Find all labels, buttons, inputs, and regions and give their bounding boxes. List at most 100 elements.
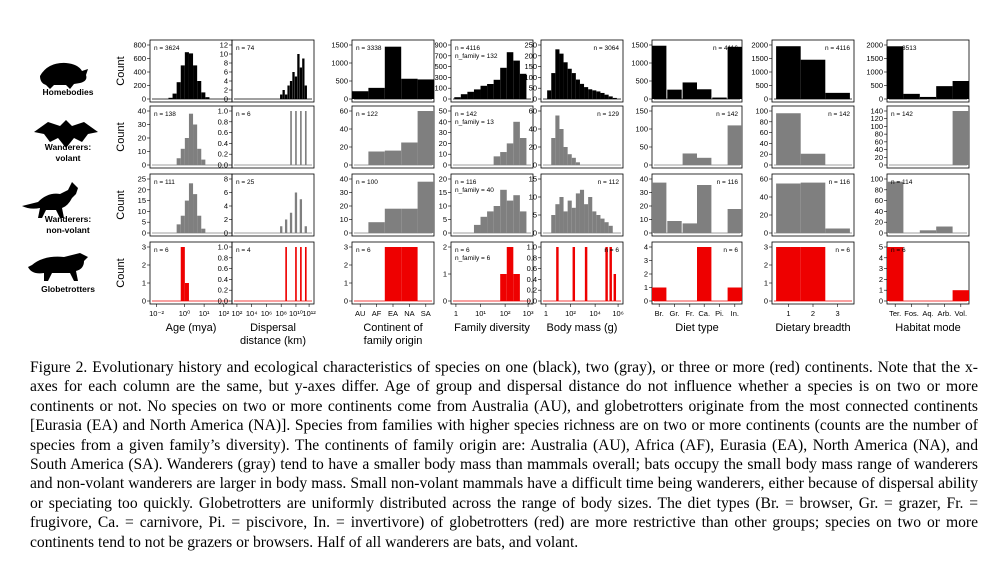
y-tick-label: 50 [439,107,447,116]
histogram-bar [519,138,527,165]
y-tick-label: 100 [635,125,648,134]
histogram-bar [903,93,920,99]
histogram-bar [417,181,434,233]
histogram-bar [547,90,552,99]
dispersal-axis-label: distance (km) [240,335,306,347]
histogram-bar [584,247,588,301]
y-tick-label: 2 [224,215,228,224]
histogram-bar [201,159,206,165]
continent-tick-label: EA [388,309,398,318]
histogram-bar [180,65,185,99]
y-tick-label: 60 [340,107,348,116]
histogram-bar [401,142,418,165]
histogram-bar [294,192,298,233]
homebodies-label: Homebodies [42,87,93,97]
sample-size-label: n = 116 [455,179,477,186]
y-tick-label: 40 [529,125,537,134]
y-tick-label: 400 [133,68,146,77]
y-tick-label: 20 [439,139,447,148]
habitat-mode-tick-label: Aq. [922,309,933,318]
y-tick-label: 0 [443,229,447,238]
histogram-bar [282,90,285,99]
y-tick-label: 60 [875,196,883,205]
histogram-bar [287,85,290,99]
y-tick-label: 1000 [331,59,348,68]
histogram-bar [201,92,206,99]
histogram-bar [384,150,402,165]
histogram-bar [919,96,937,99]
histogram-bar [193,194,198,233]
y-tick-label: 1 [142,279,146,288]
globetrotters-silhouette-icon [28,253,88,281]
y-tick-label: 100 [870,175,883,184]
histogram-bar [506,247,514,301]
histogram-bar [952,290,969,301]
histogram-bar [473,89,481,99]
histogram-bar [460,94,468,99]
histogram-bar [292,72,295,99]
y-tick-label: 1 [764,279,768,288]
y-tick-label: 0 [344,95,348,104]
y-tick-label: 0 [879,95,883,104]
histogram-bar [800,59,826,99]
y-tick-label: 15 [138,196,146,205]
wanderers-volant-silhouette-icon [34,120,98,148]
sample-size-label: n = 3064 [594,45,620,52]
y-tick-label: 20 [760,211,768,220]
count-axis-label: Count [115,190,127,219]
histogram-bar [454,97,461,99]
y-tick-label: 20 [760,150,768,159]
histogram-bar [612,97,617,99]
y-tick-label: 50 [640,143,648,152]
histogram-bar [575,79,580,99]
sample-size-label: n = 100 [356,179,378,186]
y-tick-label: 20 [640,202,648,211]
y-tick-label: 100 [755,107,768,116]
y-tick-label: 0 [224,95,228,104]
family-diversity-tick-label: 10² [500,309,511,318]
histogram-bar [575,162,580,165]
diet-type-tick-label: In. [731,309,739,318]
histogram-bar [304,247,307,301]
histogram-bar [551,138,556,165]
family-diversity-tick-label: 10³ [523,309,534,318]
family-diversity-tick-label: 1 [454,309,458,318]
histogram-bar [563,62,568,99]
histogram-bar [800,182,826,233]
histogram-bar [289,212,293,233]
histogram-bar [825,228,850,233]
y-tick-label: 0 [443,95,447,104]
y-tick-label: 140 [870,107,883,116]
histogram-bar [584,87,589,99]
y-tick-label: 8 [224,59,228,68]
y-tick-label: 900 [434,41,447,50]
y-tick-label: 60 [760,128,768,137]
histogram-bar [493,206,501,233]
diet-type-tick-label: Ca. [698,309,710,318]
histogram-bar [571,207,576,233]
histogram-bar [800,153,826,165]
wanderers-volant-label: Wanderers: [45,142,92,152]
y-tick-label: 20 [875,218,883,227]
histogram-bar [936,226,953,233]
y-tick-label: 500 [755,81,768,90]
histogram-bar [551,215,556,233]
y-tick-label: 0 [644,161,648,170]
y-tick-label: 10 [340,215,348,224]
count-axis-label: Count [115,56,127,85]
histogram-bar [480,85,488,99]
sample-size-label: n = 74 [236,45,255,52]
histogram-bar [600,218,605,233]
histogram-bar [487,211,494,233]
panel-frame [771,105,855,169]
caption-text: Evolutionary history and ecological char… [30,359,978,551]
habitat-mode-tick-label: Fos. [904,309,919,318]
histogram-bar [493,156,501,165]
y-tick-label: 500 [870,81,883,90]
family-count-label: n_family = 13 [455,119,494,126]
histogram-bar [776,183,801,233]
histogram-bar [697,89,712,99]
y-tick-label: 0.4 [218,275,228,284]
y-tick-label: 0.8 [218,253,228,262]
wanderers-non-volant-label: Wanderers: [45,214,92,224]
